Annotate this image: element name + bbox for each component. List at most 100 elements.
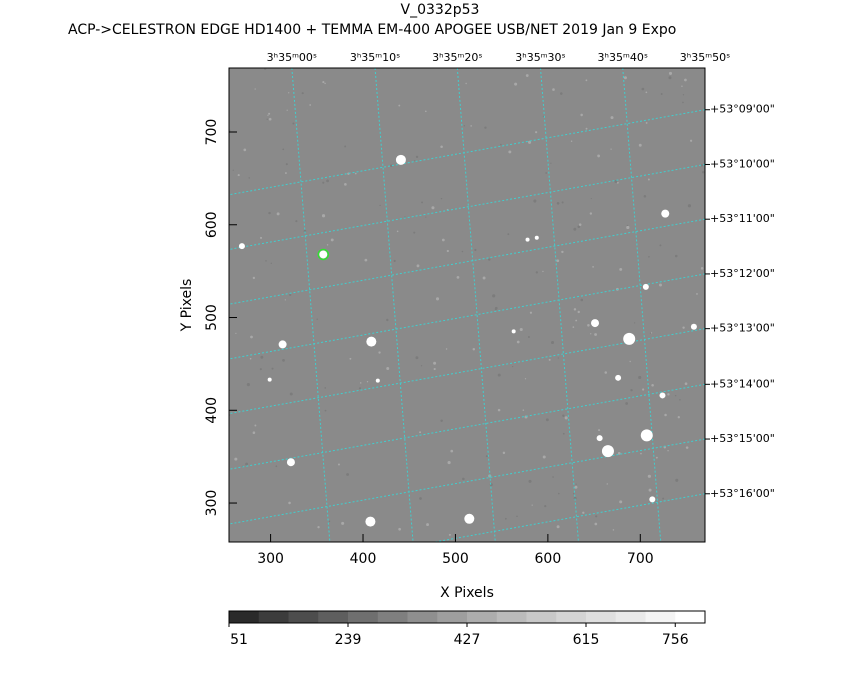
noise: [573, 496, 577, 500]
noise: [580, 113, 583, 117]
noise: [667, 393, 670, 396]
noise: [321, 214, 326, 218]
noise: [309, 104, 312, 106]
noise: [585, 127, 588, 130]
colorbar-segment: [645, 611, 676, 623]
noise: [649, 332, 652, 334]
noise: [612, 529, 615, 531]
dec-tick-label: +53°12'00": [710, 267, 775, 280]
noise: [619, 500, 623, 504]
noise: [461, 250, 464, 253]
noise: [456, 276, 460, 279]
dec-grid-line: [229, 218, 705, 305]
noise: [341, 521, 345, 525]
star: [286, 458, 295, 467]
star: [640, 429, 653, 442]
colorbar-tick-label: 239: [335, 632, 362, 648]
noise: [252, 276, 256, 280]
dec-tick-label: +53°10'00": [710, 157, 775, 170]
noise: [232, 169, 234, 171]
ra-grid-line: [704, 68, 705, 75]
noise: [250, 335, 253, 339]
star: [278, 340, 287, 349]
noise: [684, 382, 688, 386]
noise: [610, 148, 612, 150]
noise: [268, 112, 271, 115]
noise: [254, 424, 257, 427]
noise: [415, 155, 419, 159]
noise: [580, 298, 584, 302]
noise: [594, 333, 597, 336]
noise: [243, 148, 247, 152]
noise: [638, 375, 642, 380]
noise: [246, 383, 250, 387]
noise: [701, 171, 705, 174]
noise: [488, 258, 491, 261]
star: [615, 374, 622, 381]
x-tick-label: 600: [535, 551, 562, 567]
noise: [504, 517, 507, 520]
star: [661, 209, 670, 218]
noise: [268, 211, 271, 215]
noise: [675, 478, 679, 482]
plot-frame: [228, 67, 706, 543]
noise: [292, 122, 295, 125]
noise: [557, 357, 559, 359]
noise: [378, 351, 381, 354]
y-tick-label: 500: [204, 304, 220, 331]
noise: [674, 394, 677, 397]
noise: [474, 248, 477, 252]
chart-title: V_0332p53: [401, 2, 480, 18]
ra-grid-line: [456, 68, 496, 542]
noise: [685, 446, 689, 449]
noise: [398, 527, 401, 531]
noise: [301, 92, 304, 95]
star: [525, 237, 530, 242]
noise: [630, 389, 633, 392]
noise: [497, 408, 501, 412]
noise: [559, 92, 563, 95]
noise: [606, 483, 608, 485]
ra-grid-line: [622, 68, 662, 542]
star: [596, 435, 603, 442]
noise: [317, 526, 320, 529]
noise: [511, 365, 514, 368]
noise: [267, 114, 269, 116]
noise: [349, 357, 352, 360]
noise: [626, 225, 630, 230]
star: [591, 319, 600, 328]
noise: [679, 398, 681, 401]
noise: [328, 520, 331, 523]
star: [690, 323, 697, 330]
noise: [659, 244, 662, 247]
noise: [578, 223, 582, 226]
noise: [254, 88, 256, 90]
noise: [252, 431, 256, 435]
noise: [433, 367, 436, 371]
noise: [604, 371, 608, 374]
noise: [413, 231, 416, 234]
star: [319, 250, 328, 259]
noise: [447, 461, 451, 465]
y-tick-label: 600: [204, 211, 220, 238]
noise: [659, 283, 662, 287]
noise: [386, 367, 390, 370]
noise: [248, 177, 251, 179]
ra-grid-line: [291, 68, 331, 542]
noise: [450, 449, 454, 453]
colorbar-segment: [586, 611, 617, 623]
noise: [265, 260, 267, 262]
noise: [470, 125, 472, 127]
noise: [629, 360, 631, 363]
colorbar-segment: [258, 611, 289, 623]
dec-grid-line: [229, 383, 705, 470]
colorbar-segment: [615, 611, 646, 623]
colorbar-tick-label: 756: [662, 632, 689, 648]
noise: [524, 378, 527, 380]
noise: [660, 93, 663, 95]
noise: [682, 101, 684, 104]
noise: [497, 373, 501, 377]
colorbar-segment: [348, 611, 379, 623]
noise: [234, 457, 238, 461]
